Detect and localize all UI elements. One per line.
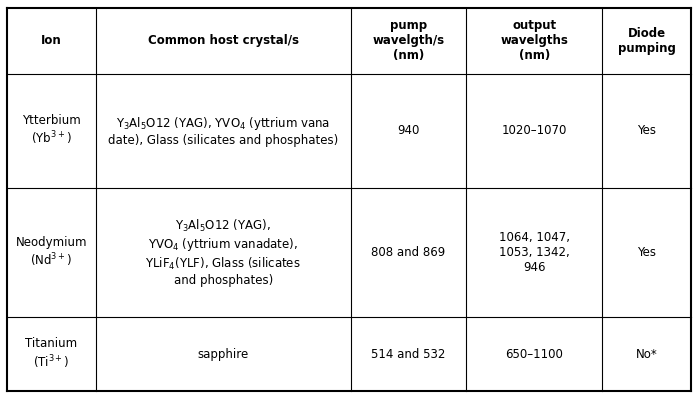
Text: 650–1100: 650–1100 bbox=[505, 348, 563, 361]
Text: Yes: Yes bbox=[637, 124, 656, 137]
Text: Ytterbium
(Yb$^{3+}$): Ytterbium (Yb$^{3+}$) bbox=[22, 114, 81, 147]
Text: Yes: Yes bbox=[637, 246, 656, 259]
Text: Neodymium
(Nd$^{3+}$): Neodymium (Nd$^{3+}$) bbox=[15, 236, 87, 269]
Text: 1064, 1047,
1053, 1342,
946: 1064, 1047, 1053, 1342, 946 bbox=[498, 231, 570, 274]
Text: Common host crystal/s: Common host crystal/s bbox=[148, 34, 299, 47]
Text: 808 and 869: 808 and 869 bbox=[371, 246, 445, 259]
Text: 514 and 532: 514 and 532 bbox=[371, 348, 445, 361]
Text: sapphire: sapphire bbox=[198, 348, 249, 361]
Text: 1020–1070: 1020–1070 bbox=[501, 124, 567, 137]
Text: output
wavelgths
(nm): output wavelgths (nm) bbox=[500, 20, 568, 62]
Text: 940: 940 bbox=[397, 124, 419, 137]
Text: Titanium
(Ti$^{3+}$): Titanium (Ti$^{3+}$) bbox=[25, 338, 77, 371]
Text: Y$_3$Al$_5$O12 (YAG),
YVO$_4$ (yttrium vanadate),
YLiF$_4$(YLF), Glass (silicate: Y$_3$Al$_5$O12 (YAG), YVO$_4$ (yttrium v… bbox=[145, 218, 301, 287]
Text: Y$_3$Al$_5$O12 (YAG), YVO$_4$ (yttrium vana
date), Glass (silicates and phosphat: Y$_3$Al$_5$O12 (YAG), YVO$_4$ (yttrium v… bbox=[108, 115, 339, 147]
Text: Ion: Ion bbox=[41, 34, 61, 47]
Text: No*: No* bbox=[636, 348, 658, 361]
Text: Diode
pumping: Diode pumping bbox=[618, 27, 676, 55]
Text: pump
wavelgth/s
(nm): pump wavelgth/s (nm) bbox=[372, 20, 445, 62]
